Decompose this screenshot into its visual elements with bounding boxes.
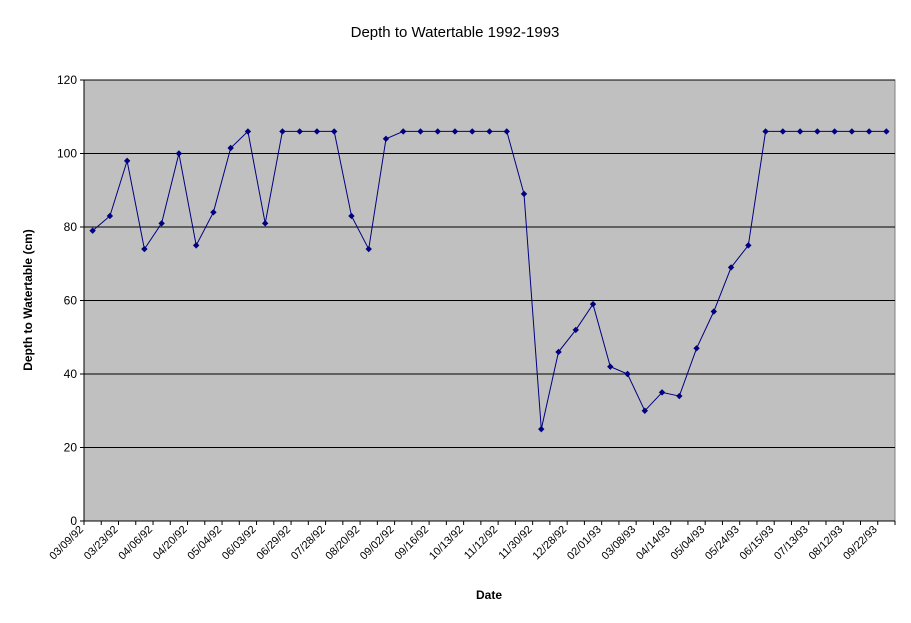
data-point — [676, 392, 683, 400]
x-tick-label: 11/30/92 — [497, 524, 535, 562]
x-tick-label: 03/08/93 — [600, 524, 639, 563]
data-point — [451, 128, 459, 135]
data-point — [848, 128, 856, 135]
x-tick-label: 02/01/93 — [565, 524, 604, 563]
data-point — [486, 128, 493, 135]
data-point — [123, 157, 131, 165]
data-points — [89, 128, 890, 433]
data-point — [814, 128, 821, 135]
x-tick-label: 07/13/93 — [772, 524, 811, 563]
data-point — [192, 242, 200, 249]
x-tick-label: 09/22/93 — [841, 524, 880, 563]
y-axis: 0 20 40 60 80 100 120 — [57, 73, 85, 528]
data-point — [434, 128, 441, 135]
data-point — [762, 128, 769, 135]
x-tick-label: 04/06/92 — [116, 524, 155, 563]
data-point — [89, 227, 96, 234]
x-tick-label: 03/09/92 — [47, 524, 86, 563]
x-tick-label: 05/24/93 — [703, 524, 742, 563]
chart-title: Depth to Watertable 1992-1993 — [351, 24, 560, 41]
x-tick-label: 12/28/92 — [531, 524, 570, 563]
data-point — [607, 363, 614, 370]
x-tick-label: 06/15/93 — [738, 524, 777, 563]
data-point — [745, 242, 752, 249]
data-point — [227, 144, 234, 152]
x-tick-label: 05/04/93 — [669, 524, 708, 563]
y-tick-label: 40 — [64, 367, 78, 381]
data-point — [382, 135, 390, 142]
data-point — [469, 128, 476, 135]
x-tick-label: 05/04/92 — [185, 524, 224, 563]
y-tick-label: 80 — [64, 220, 78, 234]
data-point — [313, 128, 321, 135]
data-point — [796, 128, 804, 135]
y-tick-label: 0 — [70, 514, 77, 528]
data-point — [883, 128, 890, 135]
data-point — [503, 128, 510, 135]
x-tick-label: 11/12/92 — [462, 524, 500, 562]
data-point — [572, 326, 579, 334]
x-tick-label: 09/16/92 — [392, 524, 431, 563]
data-point — [693, 345, 700, 352]
x-tick-label: 04/14/93 — [634, 524, 673, 563]
data-point — [538, 425, 545, 433]
data-point — [710, 308, 718, 315]
data-point — [296, 128, 303, 135]
data-point — [727, 264, 735, 271]
x-tick-label: 08/12/93 — [807, 524, 846, 563]
data-point — [279, 128, 286, 135]
x-tick-label: 06/29/92 — [254, 524, 293, 563]
data-point — [141, 245, 148, 253]
x-tick-label: 08/20/92 — [323, 524, 362, 563]
data-point — [555, 348, 562, 356]
y-tick-label: 100 — [57, 147, 77, 161]
x-tick-label: 09/02/92 — [358, 524, 397, 563]
x-tick-label: 04/20/92 — [151, 524, 190, 563]
data-point — [348, 212, 355, 220]
data-point — [210, 209, 217, 216]
data-point — [641, 407, 648, 414]
x-axis: 03/09/9203/23/9204/06/9204/20/9205/04/92… — [47, 520, 896, 563]
data-point — [624, 370, 631, 378]
data-point — [106, 212, 114, 220]
data-point — [658, 389, 666, 396]
x-tick-label: 06/03/92 — [220, 524, 259, 563]
y-tick-label: 60 — [64, 294, 78, 308]
data-point — [417, 128, 424, 135]
data-point — [400, 128, 407, 135]
data-point — [779, 128, 787, 135]
data-point — [865, 128, 873, 135]
data-point — [831, 128, 838, 135]
data-point — [175, 150, 183, 157]
y-tick-label: 20 — [64, 441, 78, 455]
data-point — [520, 190, 528, 198]
gridlines — [84, 79, 895, 448]
data-point — [331, 128, 338, 135]
y-tick-label: 120 — [57, 73, 77, 87]
x-axis-title: Date — [476, 588, 502, 602]
x-tick-label: 10/13/92 — [427, 524, 466, 563]
data-point — [158, 220, 165, 227]
data-point — [244, 128, 252, 135]
data-point — [365, 245, 372, 253]
x-tick-label: 03/23/92 — [82, 524, 121, 563]
x-tick-label: 07/28/92 — [289, 524, 328, 563]
data-point — [589, 300, 597, 308]
y-axis-title: Depth to Watertable (cm) — [21, 229, 35, 371]
data-point — [261, 220, 269, 227]
